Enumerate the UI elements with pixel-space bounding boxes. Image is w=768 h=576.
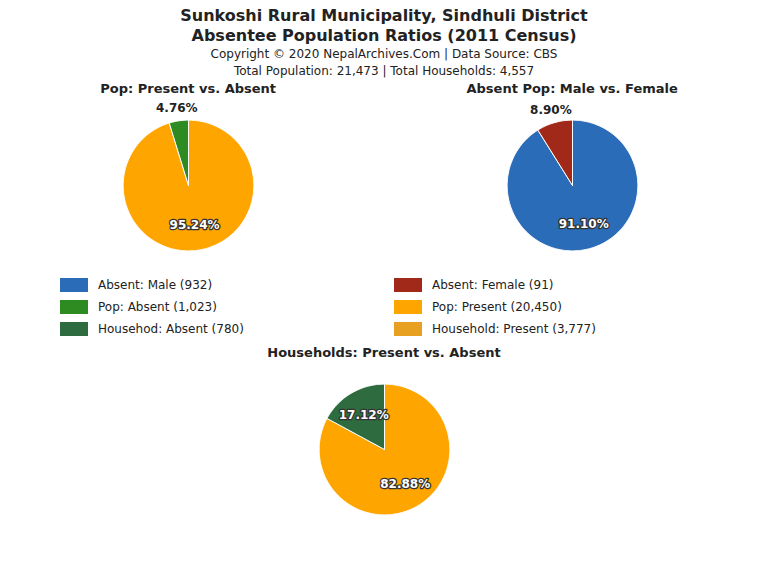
html-text:Absent: Female (91): Absent: Female (91) [432,278,554,292]
html-text:Pop: Present (20,450): Pop: Present (20,450) [432,300,562,314]
html-text:Absent Pop: Male vs. Female: Absent Pop: Male vs. Female [466,81,678,96]
html-text:Total Population: 21,473 | Tot: Total Population: 21,473 | Total Househo… [233,64,535,78]
html-text:Pop: Absent (1,023): Pop: Absent (1,023) [98,300,217,314]
svg-text:91.10%: 91.10% [559,217,609,231]
html-text:Sunkoshi Rural Municipality, S: Sunkoshi Rural Municipality, Sindhuli Di… [180,6,588,25]
svg-text:8.90%: 8.90% [530,103,572,117]
html-text:Pop: Present vs. Absent: Pop: Present vs. Absent [100,81,277,96]
html-text:Household: Present (3,777): Household: Present (3,777) [432,322,596,336]
svg-text:95.24%: 95.24% [170,218,220,232]
svg-text:17.12%: 17.12% [339,408,389,422]
html-text:Househod: Absent (780): Househod: Absent (780) [98,322,244,336]
svg-text:4.76%: 4.76% [156,101,198,115]
html-text:Absentee Population Ratios (20: Absentee Population Ratios (2011 Census) [191,26,577,45]
svg-text:82.88%: 82.88% [380,477,430,491]
html-text:Copyright © 2020 NepalArchives: Copyright © 2020 NepalArchives.Com | Dat… [210,47,558,61]
html-text:Absent: Male (932): Absent: Male (932) [98,278,213,292]
html-text:Households: Present vs. Absent: Households: Present vs. Absent [267,345,501,360]
